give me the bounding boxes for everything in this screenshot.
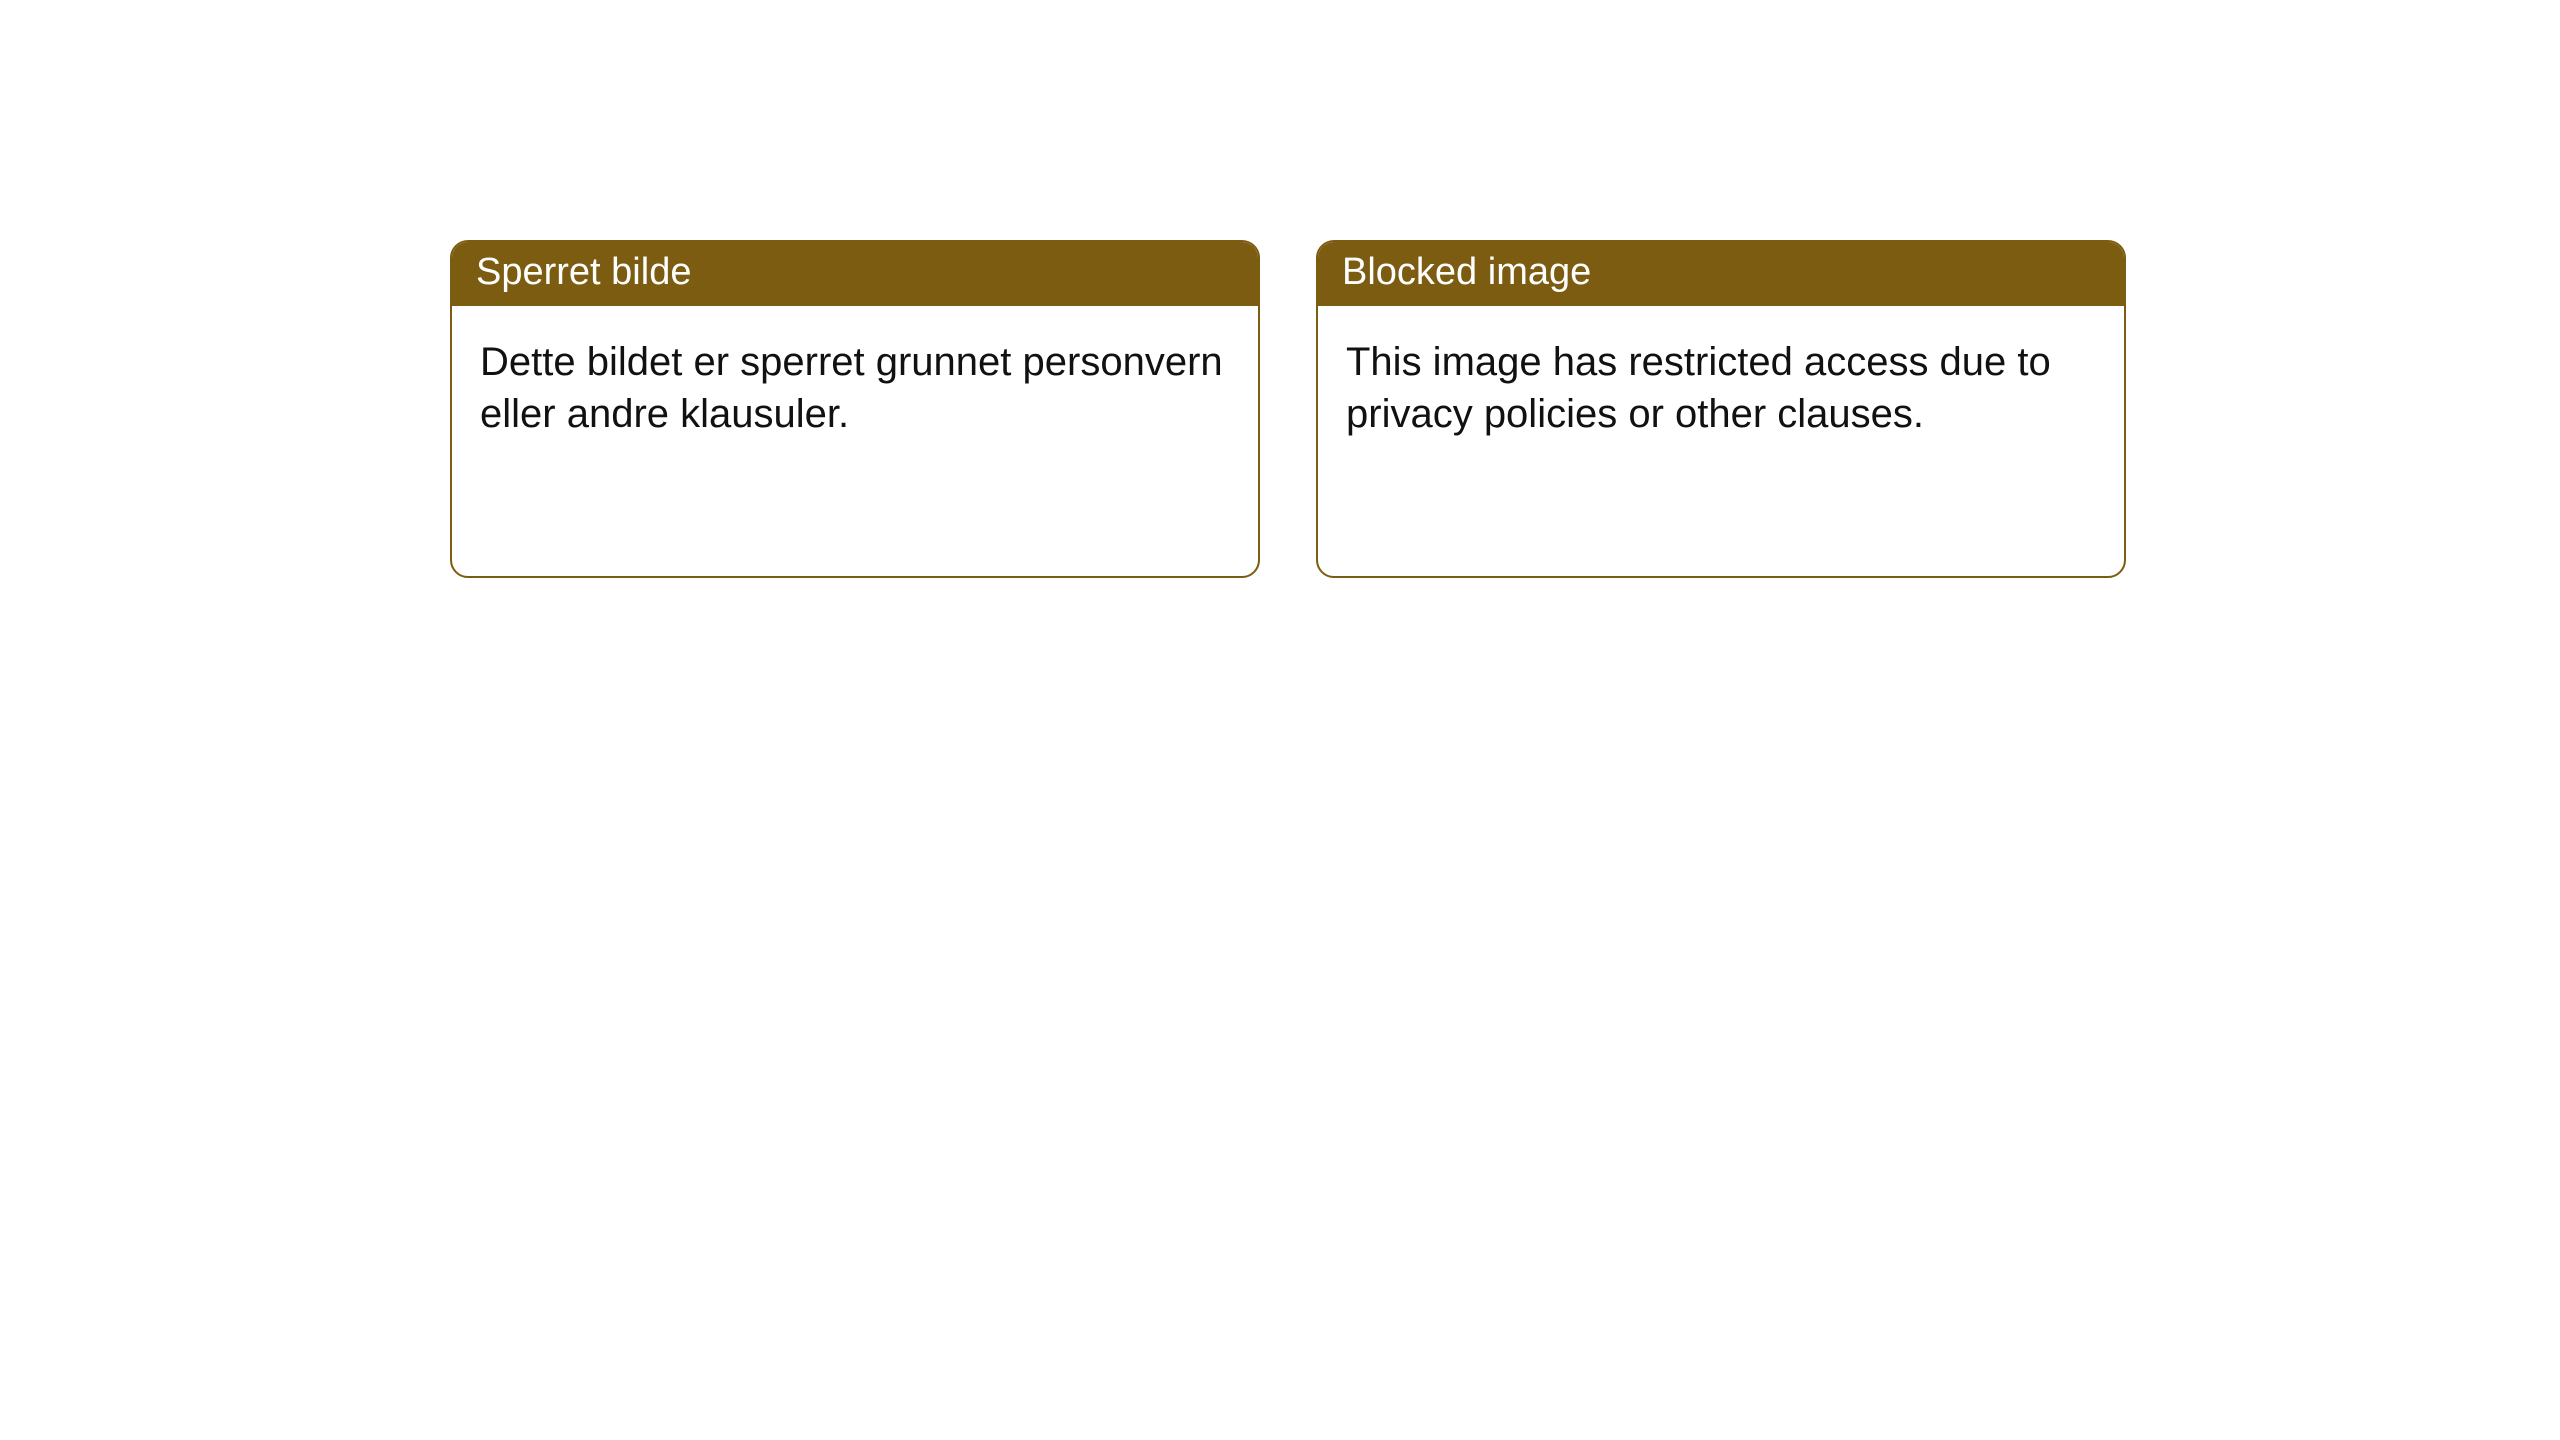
card-header: Blocked image <box>1318 242 2124 306</box>
card-body: This image has restricted access due to … <box>1318 306 2124 472</box>
card-header: Sperret bilde <box>452 242 1258 306</box>
notice-card-row: Sperret bilde Dette bildet er sperret gr… <box>450 240 2560 578</box>
notice-card-english: Blocked image This image has restricted … <box>1316 240 2126 578</box>
card-body: Dette bildet er sperret grunnet personve… <box>452 306 1258 472</box>
notice-card-norwegian: Sperret bilde Dette bildet er sperret gr… <box>450 240 1260 578</box>
